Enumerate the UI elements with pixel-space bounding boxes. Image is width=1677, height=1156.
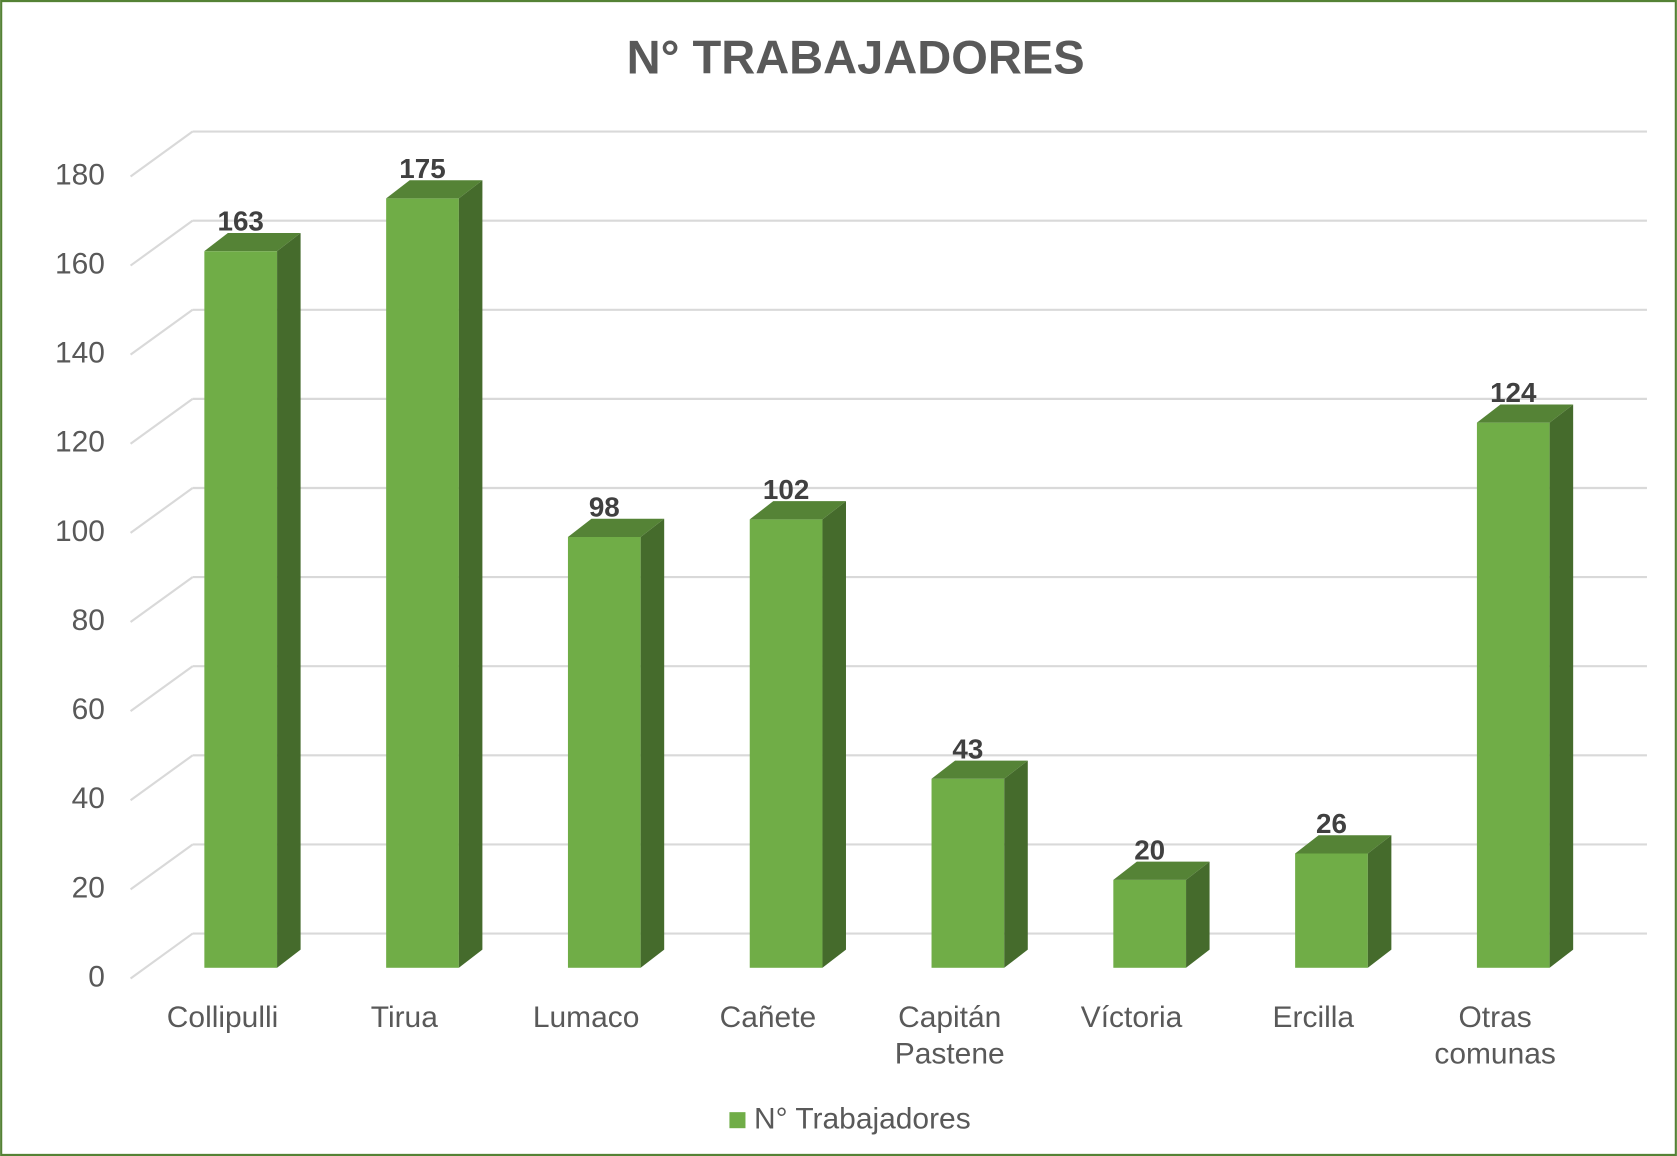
bar: [1476, 404, 1574, 968]
data-label: 124: [1490, 377, 1537, 408]
x-tick-label: Capitán Pastene: [895, 1001, 1005, 1070]
bar: [204, 233, 301, 968]
bar-side: [458, 180, 483, 968]
bar-side: [1004, 760, 1028, 968]
y-tick-label: 140: [55, 337, 105, 370]
data-label: 175: [399, 153, 445, 184]
x-tick-label: Cañete: [720, 1001, 817, 1034]
x-tick-label-line: Capitán: [898, 1001, 1001, 1034]
bar-front: [567, 536, 641, 968]
bar: [1295, 835, 1392, 968]
y-tick-label: 20: [72, 871, 105, 904]
bar: [1113, 861, 1210, 968]
bar: [567, 518, 665, 968]
bar: [386, 180, 483, 968]
y-tick-label: 100: [55, 515, 105, 548]
y-tick-label: 60: [72, 693, 105, 726]
data-label: 26: [1316, 808, 1347, 839]
grid-line-depth: [129, 754, 194, 802]
data-label: 98: [589, 491, 620, 522]
data-label: 102: [763, 474, 809, 505]
bar-top: [1295, 835, 1392, 854]
x-tick-label: Ercilla: [1273, 1001, 1355, 1034]
bar-front: [931, 778, 1005, 968]
grid-line-depth: [129, 665, 194, 713]
grid-line-depth: [129, 487, 194, 534]
data-label: 43: [952, 733, 983, 764]
bar-top: [204, 233, 301, 252]
bar-top: [386, 180, 483, 199]
bar-top: [931, 760, 1028, 779]
data-label: 163: [218, 206, 264, 237]
grid-line-depth: [129, 843, 194, 891]
grid-line-depth: [129, 219, 194, 267]
y-tick-label: 40: [72, 782, 105, 815]
grid-line-depth: [129, 398, 194, 445]
x-tick-label-line: Pastene: [895, 1037, 1005, 1070]
x-tick-label-line: comunas: [1434, 1037, 1555, 1070]
x-tick-label: Lumaco: [533, 1001, 640, 1034]
grid-line-depth: [129, 308, 194, 356]
bar-side: [277, 233, 301, 968]
grid-line-depth: [129, 932, 194, 980]
legend-swatch: [729, 1112, 746, 1129]
bar-front: [749, 519, 823, 968]
bar-front: [1476, 422, 1550, 968]
chart-title: N° TRABAJADORES: [627, 30, 1085, 83]
legend-label: N° Trabajadores: [754, 1103, 971, 1136]
bar-front: [204, 251, 278, 968]
bar-side: [640, 518, 665, 968]
bar-front: [1113, 879, 1187, 968]
x-tick-label-line: Otras: [1458, 1001, 1531, 1034]
bar-side: [1367, 835, 1392, 968]
y-tick-label: 180: [55, 158, 105, 191]
bar-top: [1476, 404, 1574, 423]
bar-top: [567, 518, 665, 537]
data-label: 20: [1134, 834, 1165, 865]
y-tick-label: 0: [88, 960, 105, 993]
bar-top: [1113, 861, 1210, 880]
x-tick-label: Tirua: [371, 1001, 438, 1034]
grid-line-depth: [129, 576, 194, 623]
bar: [749, 501, 846, 968]
x-tick-label: Víctoria: [1081, 1001, 1183, 1034]
bar-front: [1295, 853, 1368, 968]
y-tick-label: 120: [55, 426, 105, 459]
grid-line-depth: [129, 130, 194, 178]
bar-side: [822, 501, 846, 968]
y-tick-label: 160: [55, 247, 105, 280]
bar-front: [386, 198, 459, 968]
bar-top: [749, 501, 846, 520]
bar-side: [1186, 861, 1210, 968]
bar-side: [1549, 404, 1574, 968]
x-tick-label: Collipulli: [167, 1001, 278, 1034]
y-tick-label: 80: [72, 604, 105, 637]
x-tick-label: Otras comunas: [1434, 1001, 1555, 1070]
bar: [931, 760, 1028, 968]
